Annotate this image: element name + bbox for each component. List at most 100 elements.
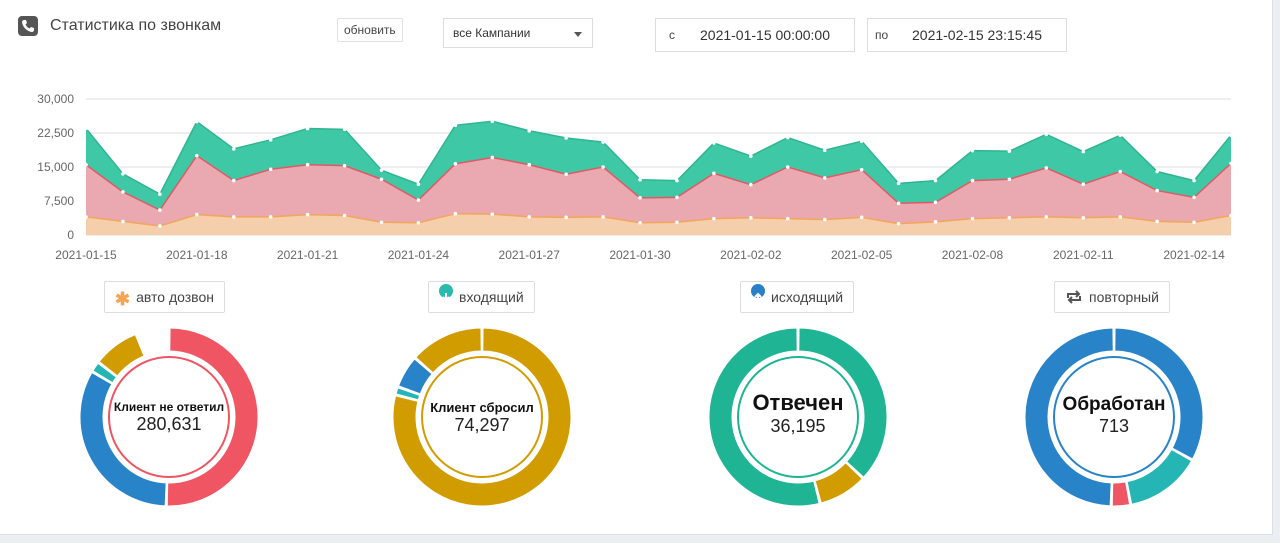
- donut-segment: [1126, 448, 1193, 505]
- data-point: [1155, 188, 1159, 193]
- y-tick-label: 15,000: [37, 160, 74, 174]
- data-point: [896, 201, 901, 206]
- data-point: [859, 167, 864, 172]
- campaign-select[interactable]: все Кампании: [443, 18, 593, 48]
- date-to-field[interactable]: по 2021-02-15 23:15:45: [867, 18, 1067, 52]
- data-point: [749, 154, 753, 158]
- tab-auto-dial[interactable]: ✱ авто дозвон: [104, 281, 225, 313]
- donut-no-answer: [80, 327, 258, 507]
- stacked-area-chart: 30,000 22,500 15,000 7,500 0 2021-01-15 2021-0…: [37, 92, 1233, 262]
- donut-segment: [92, 362, 118, 384]
- data-point: [1229, 213, 1233, 218]
- x-tick-label: 2021-02-14: [1163, 248, 1225, 262]
- x-tick-label: 2021-01-15: [55, 248, 117, 262]
- data-point: [1192, 195, 1196, 200]
- donut-processed-value: 713: [1098, 416, 1130, 436]
- data-point: [379, 220, 384, 225]
- tab-incoming-label: входящий: [459, 289, 524, 305]
- data-point: [1229, 133, 1233, 138]
- donut-segment: [708, 327, 820, 507]
- donut-inner-ring: [108, 356, 230, 478]
- data-point: [84, 162, 88, 167]
- arrow-down-circle-icon: [439, 284, 453, 302]
- data-point: [121, 219, 125, 224]
- donut-client-dropped: [392, 327, 572, 507]
- data-point: [416, 198, 421, 202]
- data-point: [933, 200, 938, 205]
- donut-processed-label: Обработан 713: [1024, 394, 1204, 437]
- data-point: [970, 148, 975, 153]
- donut-processed-name: Обработан: [1062, 394, 1166, 415]
- data-point: [84, 126, 88, 131]
- data-point: [1007, 215, 1012, 220]
- call-stats-panel: Статистика по звонкам обновить все Кампа…: [0, 0, 1273, 535]
- donut-inner-ring: [737, 356, 859, 478]
- data-point: [195, 212, 199, 217]
- phone-icon: [18, 16, 38, 36]
- donut-segment: [397, 358, 433, 395]
- data-point: [712, 141, 716, 145]
- data-point: [859, 139, 864, 143]
- data-point: [675, 178, 679, 183]
- data-point: [231, 147, 236, 151]
- data-point: [1192, 220, 1196, 225]
- tab-outgoing-label: исходящий: [771, 289, 844, 305]
- data-point: [453, 162, 458, 166]
- data-point: [527, 215, 532, 219]
- data-point: [822, 148, 827, 153]
- chevron-down-icon: [574, 32, 582, 37]
- data-point: [416, 182, 421, 187]
- data-point: [527, 162, 532, 167]
- campaign-select-value: все Кампании: [453, 26, 531, 40]
- data-point: [601, 165, 605, 169]
- tab-outgoing[interactable]: исходящий: [740, 281, 855, 313]
- donut-segment: [415, 327, 482, 374]
- data-point: [379, 168, 384, 172]
- data-point: [1081, 182, 1086, 187]
- data-point: [601, 215, 605, 219]
- data-point: [1081, 149, 1086, 154]
- refresh-button[interactable]: обновить: [337, 18, 403, 42]
- x-tick-label: 2021-02-02: [720, 248, 782, 262]
- tab-incoming[interactable]: входящий: [428, 281, 535, 313]
- data-point: [84, 215, 88, 219]
- donut-client-dropped-value: 74,297: [454, 415, 510, 435]
- tab-repeat-label: повторный: [1089, 289, 1159, 305]
- data-point: [1081, 215, 1086, 220]
- y-tick-label: 7,500: [44, 194, 74, 208]
- donut-client-dropped-name: Клиент сбросил: [430, 400, 534, 415]
- y-tick-label: 22,500: [37, 126, 74, 140]
- data-point: [859, 215, 864, 220]
- data-point: [158, 224, 162, 228]
- date-from-field[interactable]: с 2021-01-15 00:00:00: [655, 18, 855, 52]
- x-tick-label: 2021-02-08: [942, 248, 1004, 262]
- data-point: [601, 140, 605, 144]
- data-point: [1155, 169, 1159, 174]
- data-point: [1044, 215, 1049, 219]
- data-point: [933, 220, 938, 224]
- data-point: [785, 135, 790, 140]
- data-point: [785, 165, 790, 169]
- tab-repeat[interactable]: повторный: [1054, 281, 1170, 313]
- data-point: [231, 215, 236, 219]
- page-title: Статистика по звонкам: [50, 17, 222, 34]
- data-point: [675, 195, 679, 200]
- data-point: [305, 212, 310, 217]
- area-series-0: [86, 213, 1231, 235]
- donut-answered-label: Отвечен 36,195: [708, 390, 888, 437]
- area-series-1: [86, 155, 1231, 226]
- series-line-0: [85, 212, 1232, 227]
- repeat-icon: [1065, 284, 1083, 304]
- x-tick-label: 2021-01-27: [499, 248, 561, 262]
- data-point: [1192, 178, 1196, 183]
- data-point: [675, 220, 679, 225]
- data-point: [305, 126, 310, 131]
- data-point: [933, 178, 938, 183]
- data-point: [490, 155, 495, 160]
- data-point: [970, 178, 975, 183]
- data-point: [638, 177, 642, 182]
- data-point: [195, 119, 199, 124]
- donut-segment: [1024, 327, 1114, 507]
- arrow-up-circle-icon: [751, 284, 765, 301]
- date-from-value: 2021-01-15 00:00:00: [700, 27, 830, 43]
